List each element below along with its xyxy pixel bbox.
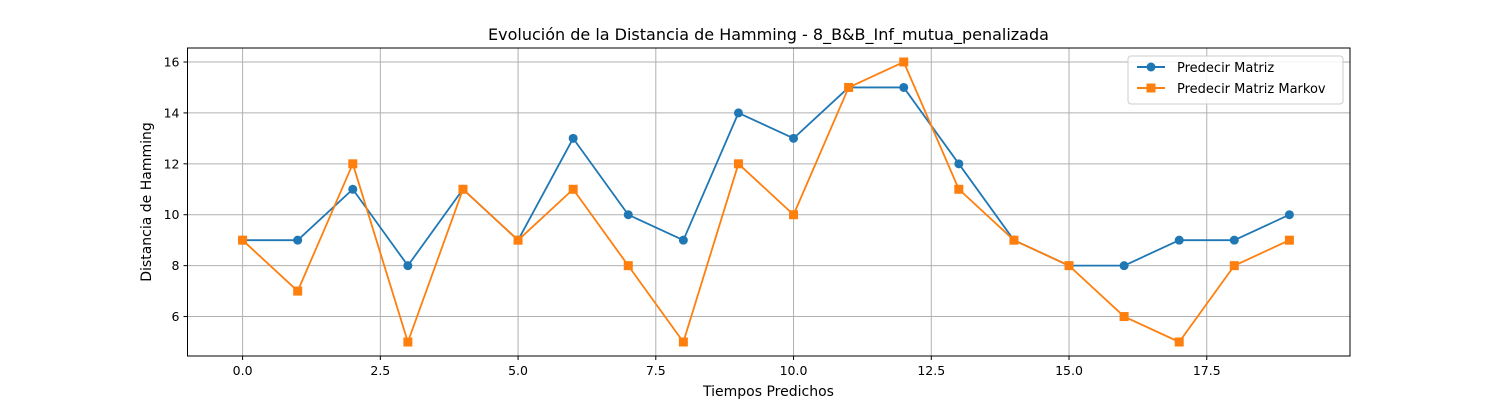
legend-label-predecir-matriz-markov: Predecir Matriz Markov: [1177, 82, 1326, 97]
x-axis: 0.0 2.5 5.0 7.5 10.0 12.5 15.0 17.5: [233, 356, 1221, 378]
data-point-predecir-matriz: [568, 133, 578, 143]
plot-frame: [187, 47, 1351, 357]
data-point-predecir-matriz: [954, 159, 964, 169]
x-axis-label: Tiempos Predichos: [702, 384, 834, 400]
data-point-predecir-matriz-markov: [458, 184, 468, 194]
data-point-predecir-matriz: [1119, 261, 1129, 271]
y-tick-label: 14: [164, 105, 180, 120]
series-predecir-matriz-markov: [238, 57, 1294, 347]
data-point-predecir-matriz: [403, 261, 413, 271]
series-line-predecir-matriz: [242, 86, 1290, 267]
data-point-predecir-matriz-markov: [789, 210, 799, 220]
x-tick-label: 5.0: [508, 363, 528, 378]
y-axis: 6 8 10 12 14 16: [164, 55, 188, 324]
legend-box: [1127, 55, 1344, 105]
data-point-predecir-matriz-markov: [954, 184, 964, 194]
legend-label-predecir-matriz: Predecir Matriz: [1177, 61, 1274, 76]
x-tick-label: 10.0: [780, 363, 808, 378]
data-point-predecir-matriz: [733, 108, 743, 118]
data-point-predecir-matriz-markov: [568, 184, 578, 194]
data-point-predecir-matriz-markov: [1064, 261, 1074, 271]
data-point-predecir-matriz-markov: [899, 57, 909, 67]
data-point-predecir-matriz: [899, 82, 909, 92]
data-point-predecir-matriz: [1174, 235, 1184, 245]
y-tick-label: 10: [164, 207, 180, 222]
x-tick-label: 15.0: [1055, 363, 1083, 378]
series-layer: [238, 57, 1294, 347]
data-point-predecir-matriz-markov: [1229, 261, 1239, 271]
data-point-predecir-matriz: [348, 184, 358, 194]
legend: Predecir Matriz Predecir Matriz Markov: [1127, 55, 1344, 105]
data-point-predecir-matriz-markov: [513, 235, 523, 245]
series-line-predecir-matriz-markov: [241, 61, 1290, 343]
x-tick-label: 2.5: [370, 363, 390, 378]
data-point-predecir-matriz-markov: [678, 337, 688, 347]
chart-title: Evolución de la Distancia de Hamming - 8…: [488, 25, 1049, 45]
x-tick-label: 17.5: [1193, 363, 1221, 378]
legend-marker-predecir-matriz: [1146, 62, 1156, 72]
data-point-predecir-matriz-markov: [238, 235, 248, 245]
y-axis-label: Distancia de Hamming: [139, 122, 155, 282]
y-tick-label: 6: [172, 309, 180, 324]
data-point-predecir-matriz-markov: [1119, 312, 1129, 322]
x-tick-label: 0.0: [233, 363, 253, 378]
data-point-predecir-matriz: [678, 235, 688, 245]
data-point-predecir-matriz: [293, 235, 303, 245]
data-point-predecir-matriz: [789, 133, 799, 143]
data-point-predecir-matriz: [1229, 235, 1239, 245]
data-point-predecir-matriz: [1284, 210, 1294, 220]
data-point-predecir-matriz-markov: [1009, 235, 1019, 245]
data-point-predecir-matriz: [623, 210, 633, 220]
data-point-predecir-matriz-markov: [348, 159, 358, 169]
data-point-predecir-matriz-markov: [623, 261, 633, 271]
y-tick-label: 12: [164, 156, 180, 171]
legend-marker-predecir-matriz-markov: [1146, 83, 1156, 93]
x-tick-label: 12.5: [917, 363, 945, 378]
x-tick-label: 7.5: [646, 363, 666, 378]
data-point-predecir-matriz-markov: [733, 159, 743, 169]
y-tick-label: 8: [172, 258, 180, 273]
data-point-predecir-matriz-markov: [844, 82, 854, 92]
y-tick-label: 16: [164, 55, 180, 70]
data-point-predecir-matriz-markov: [1284, 235, 1294, 245]
data-point-predecir-matriz-markov: [1174, 337, 1184, 347]
data-point-predecir-matriz-markov: [403, 337, 413, 347]
data-point-predecir-matriz-markov: [293, 286, 303, 296]
